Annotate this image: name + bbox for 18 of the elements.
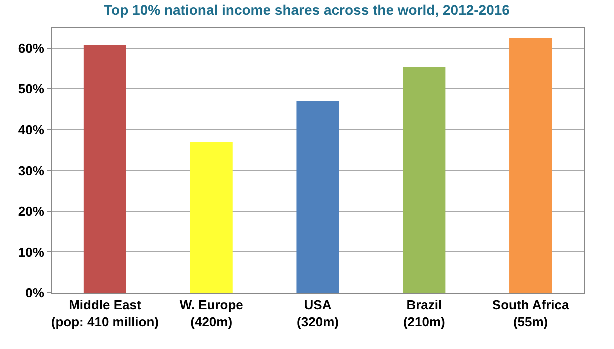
y-tick-label: 60% [18, 40, 45, 56]
x-tick-label: W. Europe (420m) [180, 298, 244, 330]
bar [190, 142, 233, 293]
y-tick-label: 20% [18, 204, 45, 220]
x-tick-label: Middle East (pop: 410 million) [51, 298, 160, 330]
bar [403, 67, 446, 293]
chart-title: Top 10% national income shares across the world, 2012-2016 [104, 2, 510, 18]
y-tick-label: 50% [18, 82, 45, 97]
bar [510, 38, 552, 293]
y-tick-label: 10% [18, 244, 45, 260]
y-tick-label: 30% [18, 163, 45, 178]
bar [84, 45, 126, 293]
x-tick-label: USA (320m) [297, 298, 339, 330]
x-tick-label: South Africa (55m) [492, 298, 570, 330]
bar [296, 101, 340, 293]
y-tick-label: 40% [18, 122, 45, 138]
x-tick-label: Brazil (210m) [403, 298, 446, 330]
y-tick-label: 0% [26, 286, 45, 301]
